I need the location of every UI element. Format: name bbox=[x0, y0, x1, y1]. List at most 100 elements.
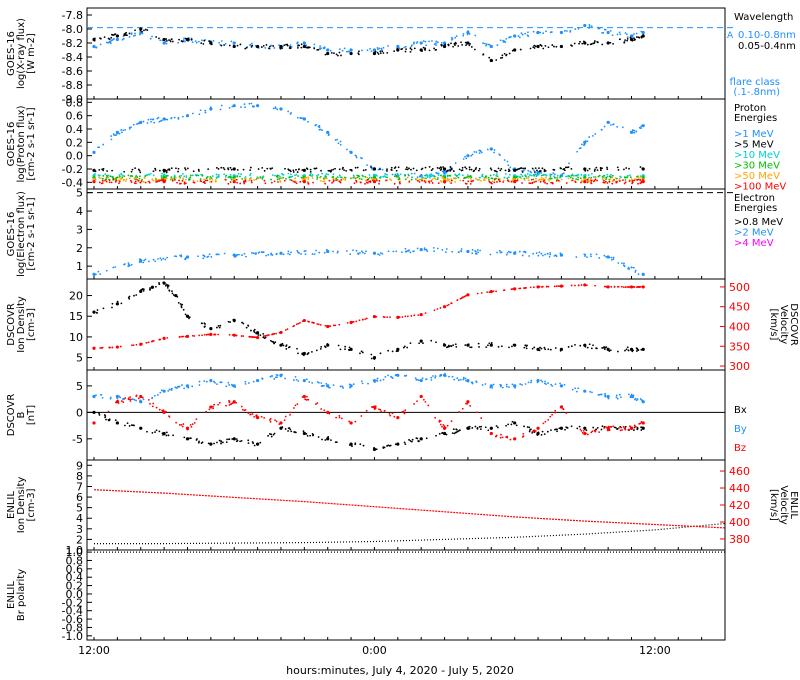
data-point bbox=[386, 316, 389, 319]
data-point bbox=[301, 320, 304, 323]
data-point bbox=[128, 264, 131, 267]
data-point bbox=[489, 386, 492, 389]
data-point bbox=[302, 44, 306, 49]
data-point bbox=[98, 176, 101, 179]
data-point bbox=[543, 382, 546, 385]
y-right-tick-label: 460 bbox=[729, 465, 750, 478]
data-point bbox=[355, 320, 358, 323]
data-point bbox=[157, 258, 159, 260]
data-point bbox=[223, 168, 226, 171]
data-point bbox=[416, 437, 419, 440]
data-point bbox=[128, 127, 131, 130]
data-point bbox=[132, 398, 135, 401]
data-point bbox=[609, 29, 612, 32]
data-point bbox=[443, 428, 446, 431]
data-point bbox=[387, 374, 389, 377]
data-point bbox=[237, 172, 240, 175]
data-point bbox=[342, 178, 345, 180]
data-point bbox=[135, 399, 138, 402]
data-point bbox=[462, 32, 465, 35]
data-point bbox=[599, 169, 602, 172]
data-point bbox=[127, 174, 130, 177]
data-point bbox=[416, 179, 419, 182]
data-point bbox=[587, 174, 590, 176]
data-point bbox=[135, 343, 138, 346]
data-point bbox=[499, 385, 502, 388]
data-point bbox=[462, 378, 465, 381]
data-point bbox=[530, 381, 532, 384]
data-point bbox=[120, 129, 123, 131]
data-point bbox=[588, 25, 591, 27]
data-point bbox=[518, 287, 521, 290]
data-point bbox=[503, 176, 506, 179]
data-point bbox=[608, 121, 611, 124]
data-point bbox=[293, 379, 295, 381]
data-point bbox=[271, 174, 274, 177]
data-point bbox=[230, 40, 233, 43]
data-point bbox=[222, 166, 225, 169]
data-point bbox=[112, 266, 115, 269]
data-point bbox=[606, 166, 608, 169]
data-point bbox=[369, 47, 371, 50]
data-point bbox=[243, 103, 246, 106]
data-point bbox=[311, 253, 314, 255]
data-point bbox=[162, 257, 165, 260]
data-point bbox=[326, 130, 330, 134]
data-point bbox=[460, 248, 463, 250]
data-point bbox=[110, 181, 113, 184]
data-point bbox=[317, 48, 320, 51]
data-point bbox=[344, 348, 346, 351]
data-point bbox=[445, 433, 448, 436]
data-point bbox=[336, 251, 339, 254]
data-point bbox=[464, 344, 467, 347]
data-point bbox=[405, 166, 408, 169]
data-point bbox=[490, 59, 493, 62]
data-point bbox=[440, 180, 443, 183]
data-point bbox=[612, 123, 615, 126]
data-point bbox=[423, 177, 426, 180]
data-point bbox=[461, 407, 464, 410]
data-point bbox=[565, 412, 568, 414]
y-tick-label: -0.2 bbox=[62, 596, 83, 609]
data-point bbox=[508, 36, 511, 39]
data-point bbox=[227, 167, 229, 170]
data-point bbox=[238, 253, 240, 256]
panel-frame bbox=[86, 7, 726, 100]
data-point bbox=[377, 253, 379, 256]
data-point bbox=[475, 167, 478, 169]
data-point bbox=[539, 181, 542, 183]
data-point bbox=[306, 398, 309, 401]
data-point bbox=[349, 421, 353, 425]
data-point bbox=[358, 177, 361, 180]
data-point bbox=[604, 180, 607, 183]
data-point bbox=[415, 169, 418, 172]
data-point bbox=[631, 180, 634, 182]
data-point bbox=[489, 174, 492, 177]
data-point bbox=[409, 50, 412, 53]
data-point bbox=[320, 382, 323, 384]
data-point bbox=[535, 252, 538, 254]
data-point bbox=[534, 177, 537, 180]
legend-entry: 0.10-0.8nm bbox=[738, 30, 796, 41]
data-point bbox=[360, 380, 363, 383]
data-point bbox=[364, 318, 367, 320]
data-point bbox=[118, 182, 120, 185]
data-point bbox=[311, 432, 314, 435]
data-point bbox=[327, 173, 330, 176]
data-point bbox=[542, 180, 545, 183]
data-point bbox=[626, 286, 629, 288]
data-point bbox=[220, 442, 222, 445]
data-point bbox=[505, 253, 508, 256]
data-point bbox=[464, 377, 467, 380]
data-point bbox=[611, 182, 614, 185]
data-point bbox=[245, 46, 248, 49]
data-point bbox=[548, 180, 551, 182]
data-point bbox=[250, 102, 253, 105]
data-point bbox=[284, 377, 286, 380]
y-tick-label: -8.2 bbox=[62, 37, 83, 50]
data-point bbox=[443, 181, 446, 184]
data-point bbox=[324, 53, 327, 56]
data-point bbox=[186, 385, 188, 388]
data-point bbox=[302, 430, 305, 433]
data-point bbox=[338, 51, 341, 54]
